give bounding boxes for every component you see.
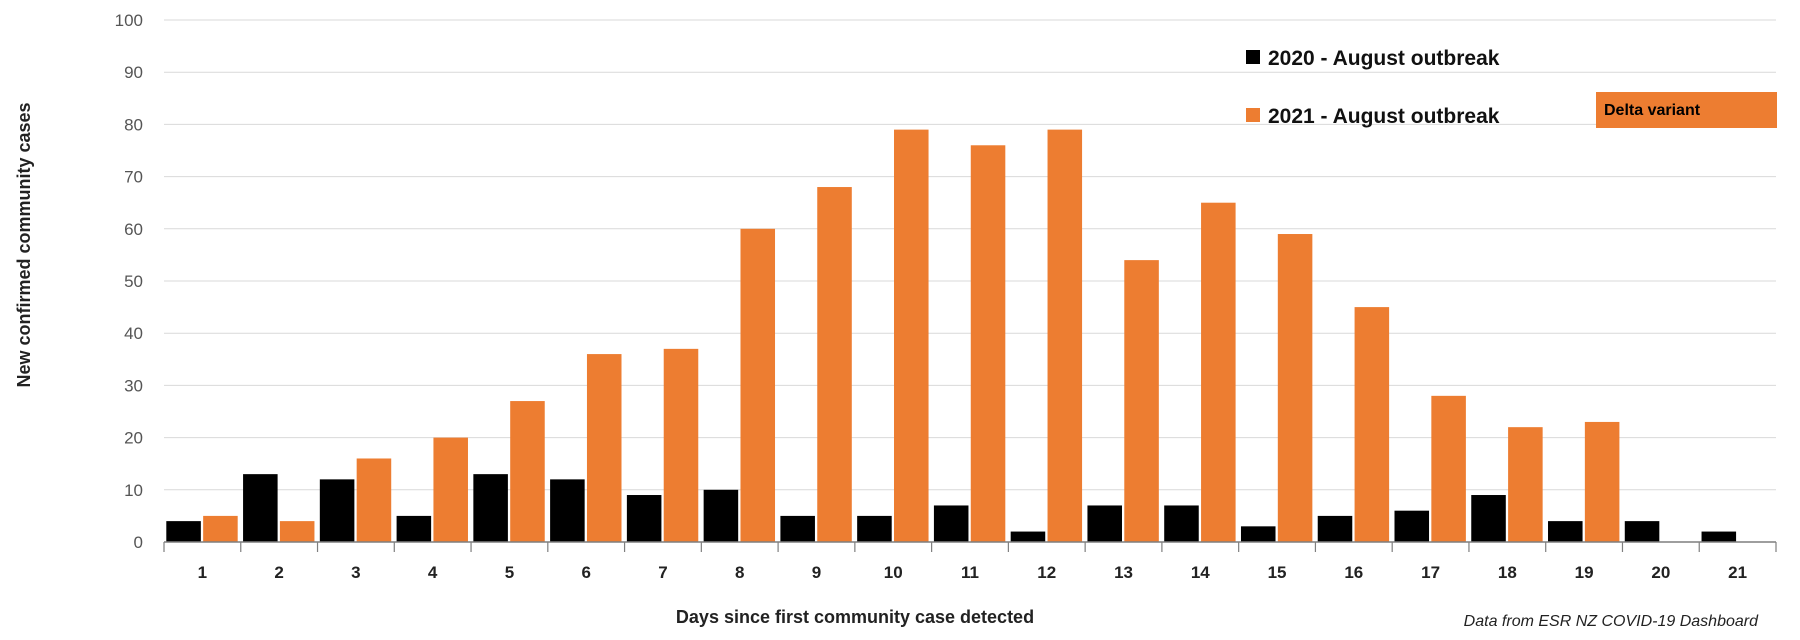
legend-label-2021: 2021 - August outbreak bbox=[1268, 105, 1500, 128]
x-tick-label: 19 bbox=[1575, 563, 1594, 582]
bar-2020-day-7 bbox=[626, 495, 662, 542]
x-axis-ticks: 1 2 3 4 5 6 7 8 9 10 11 12 13 14 15 16 17 18 19 20 21 bbox=[163, 542, 1777, 582]
y-tick-label: 20 bbox=[124, 429, 143, 448]
bar-2020-day-19 bbox=[1548, 521, 1583, 542]
bar-2020-day-2 bbox=[243, 474, 278, 542]
legend-swatch-2021 bbox=[1246, 108, 1260, 122]
gridlines bbox=[164, 19, 1776, 491]
bars bbox=[166, 129, 1737, 543]
bar-2020-day-4 bbox=[396, 515, 432, 542]
bar-2021-day-7 bbox=[663, 348, 699, 542]
x-tick-label: 18 bbox=[1498, 563, 1517, 582]
bar-2020-day-12 bbox=[1010, 531, 1046, 542]
bar-2020-day-5 bbox=[473, 474, 508, 542]
y-tick-label: 0 bbox=[134, 533, 143, 552]
bar-2021-day-12 bbox=[1047, 129, 1083, 542]
x-tick-label: 14 bbox=[1191, 563, 1210, 582]
bar-2020-day-16 bbox=[1317, 515, 1353, 542]
x-tick-label: 21 bbox=[1728, 563, 1747, 582]
bar-2021-day-11 bbox=[970, 145, 1006, 542]
x-tick-label: 9 bbox=[812, 563, 821, 582]
bar-2020-day-8 bbox=[703, 489, 739, 542]
x-tick-label: 4 bbox=[428, 563, 438, 582]
bar-2021-day-15 bbox=[1277, 234, 1313, 542]
y-tick-label: 50 bbox=[124, 272, 143, 291]
bar-2021-day-17 bbox=[1431, 395, 1466, 542]
x-tick-label: 17 bbox=[1421, 563, 1440, 582]
delta-variant-badge: Delta variant bbox=[1596, 92, 1777, 128]
legend-label-2020: 2020 - August outbreak bbox=[1268, 47, 1500, 70]
bar-2021-day-4 bbox=[433, 437, 468, 542]
bar-2021-day-18 bbox=[1508, 427, 1543, 542]
legend: 2020 - August outbreak 2021 - August out… bbox=[1246, 47, 1500, 128]
bar-2021-day-6 bbox=[586, 354, 622, 542]
bar-2020-day-14 bbox=[1164, 505, 1199, 542]
x-tick-label: 2 bbox=[274, 563, 283, 582]
bar-2021-day-9 bbox=[817, 187, 852, 543]
y-tick-label: 90 bbox=[124, 63, 143, 82]
x-tick-label: 3 bbox=[351, 563, 360, 582]
x-axis-label: Days since first community case detected bbox=[676, 607, 1034, 627]
bar-2021-day-10 bbox=[894, 129, 929, 542]
x-tick-label: 7 bbox=[658, 563, 667, 582]
x-tick-label: 11 bbox=[961, 563, 979, 582]
x-tick-label: 13 bbox=[1114, 563, 1133, 582]
bar-2021-day-14 bbox=[1201, 202, 1236, 542]
x-tick-label: 8 bbox=[735, 563, 744, 582]
bar-2021-day-1 bbox=[203, 515, 238, 542]
bar-2021-day-8 bbox=[740, 228, 776, 543]
x-tick-label: 20 bbox=[1651, 563, 1670, 582]
x-tick-label: 12 bbox=[1037, 563, 1056, 582]
bar-2021-day-16 bbox=[1354, 307, 1390, 542]
legend-swatch-2020 bbox=[1246, 50, 1260, 64]
x-tick-label: 1 bbox=[198, 563, 207, 582]
bar-2021-day-3 bbox=[356, 458, 392, 542]
x-tick-label: 15 bbox=[1268, 563, 1287, 582]
x-tick-label: 16 bbox=[1344, 563, 1363, 582]
bar-2020-day-13 bbox=[1087, 505, 1122, 542]
x-tick-label: 6 bbox=[581, 563, 590, 582]
y-axis-label: New confirmed community cases bbox=[14, 102, 34, 387]
y-tick-label: 70 bbox=[124, 168, 143, 187]
y-tick-label: 30 bbox=[124, 376, 143, 395]
y-tick-label: 80 bbox=[124, 115, 143, 134]
delta-variant-badge-box bbox=[1596, 92, 1777, 128]
bar-2020-day-6 bbox=[550, 479, 585, 542]
bar-2021-day-5 bbox=[510, 401, 545, 542]
y-tick-label: 60 bbox=[124, 220, 143, 239]
bar-2020-day-9 bbox=[780, 515, 815, 542]
bar-2021-day-13 bbox=[1124, 260, 1159, 542]
y-tick-label: 10 bbox=[124, 481, 143, 500]
source-note: Data from ESR NZ COVID-19 Dashboard bbox=[1464, 613, 1759, 630]
y-axis-ticks: 0 10 20 30 40 50 60 70 80 90 100 bbox=[115, 11, 143, 552]
bar-2020-day-15 bbox=[1240, 526, 1276, 542]
bar-2020-day-17 bbox=[1394, 510, 1430, 542]
bar-2021-day-19 bbox=[1584, 421, 1620, 542]
bar-2020-day-10 bbox=[857, 515, 892, 542]
bar-2020-day-11 bbox=[933, 505, 969, 542]
bar-2021-day-2 bbox=[279, 521, 315, 542]
delta-variant-badge-label: Delta variant bbox=[1604, 102, 1701, 119]
bar-2020-day-18 bbox=[1471, 495, 1506, 542]
bar-2020-day-21 bbox=[1701, 531, 1737, 542]
bar-2020-day-1 bbox=[166, 521, 201, 542]
x-tick-label: 5 bbox=[505, 563, 514, 582]
bar-2020-day-20 bbox=[1624, 521, 1660, 542]
y-tick-label: 40 bbox=[124, 324, 143, 343]
y-tick-label: 100 bbox=[115, 11, 143, 30]
x-tick-label: 10 bbox=[884, 563, 903, 582]
bar-2020-day-3 bbox=[319, 479, 355, 542]
